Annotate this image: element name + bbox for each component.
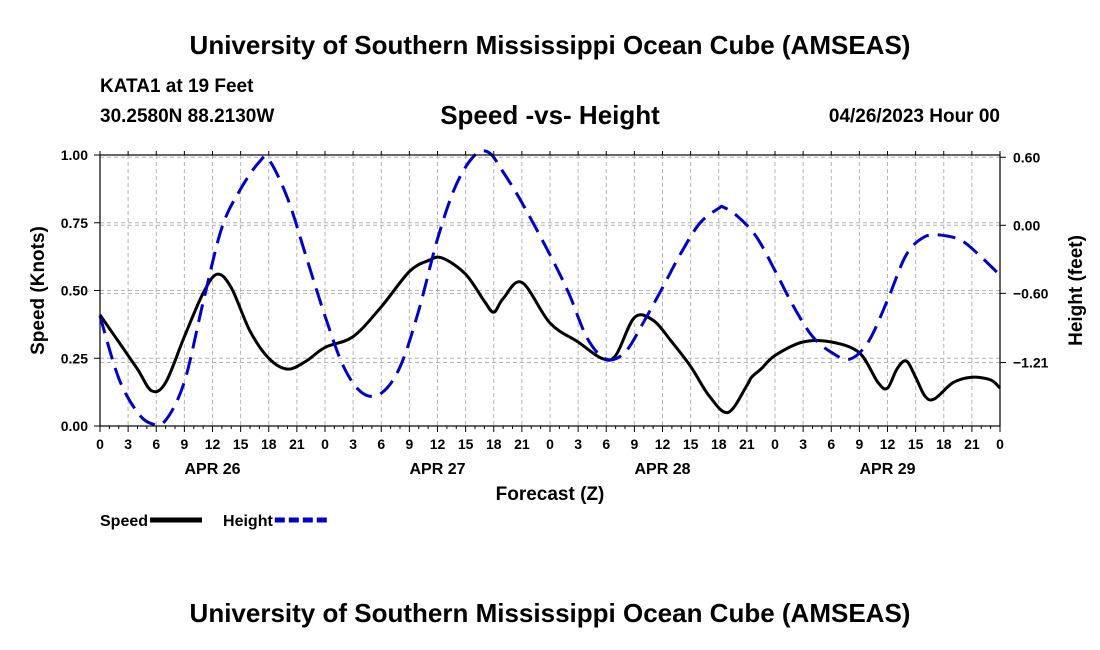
x-tick-label: 12 xyxy=(655,436,671,452)
date-label: APR 29 xyxy=(859,461,915,478)
chart-title: University of Southern Mississippi Ocean… xyxy=(189,30,911,60)
x-tick-label: 12 xyxy=(430,436,446,452)
x-tick-label: 18 xyxy=(936,436,952,452)
x-tick-label: 21 xyxy=(964,436,980,452)
x-tick-label: 3 xyxy=(574,436,582,452)
x-tick-label: 15 xyxy=(458,436,474,452)
x-tick-label: 12 xyxy=(880,436,896,452)
x-tick-label: 0 xyxy=(321,436,329,452)
x-tick-label: 15 xyxy=(683,436,699,452)
x-tick-label: 21 xyxy=(289,436,305,452)
series-line-height xyxy=(98,149,1002,427)
chart-subtitle: Speed -vs- Height xyxy=(440,100,660,130)
date-label: APR 28 xyxy=(634,461,690,478)
legend-label-height: Height xyxy=(223,513,273,530)
date-label: APR 27 xyxy=(409,461,465,478)
x-tick-label: 9 xyxy=(180,436,188,452)
footer-title: University of Southern Mississippi Ocean… xyxy=(189,598,911,628)
x-tick-label: 15 xyxy=(908,436,924,452)
x-tick-label: 3 xyxy=(124,436,132,452)
x-tick-label: 0 xyxy=(996,436,1004,452)
y-right-axis-title: Height (feet) xyxy=(1066,235,1087,346)
y-right-tick-label: −0.60 xyxy=(1013,285,1049,301)
x-tick-label: 6 xyxy=(377,436,385,452)
x-axis-title: Forecast (Z) xyxy=(496,484,605,505)
x-tick-label: 6 xyxy=(602,436,610,452)
x-tick-label: 18 xyxy=(261,436,277,452)
x-tick-label: 18 xyxy=(486,436,502,452)
x-tick-label: 18 xyxy=(711,436,727,452)
y-left-tick-label: 0.00 xyxy=(61,418,88,434)
y-right-tick-label: 0.60 xyxy=(1013,149,1040,165)
x-tick-label: 0 xyxy=(96,436,104,452)
x-tick-label: 6 xyxy=(827,436,835,452)
axis-ticks xyxy=(94,151,1006,432)
forecast-datetime: 04/26/2023 Hour 00 xyxy=(828,106,1000,127)
y-left-tick-label: 0.25 xyxy=(61,350,88,366)
series-line-speed xyxy=(98,255,1002,415)
station-coordinates: 30.2580N 88.2130W xyxy=(100,106,275,127)
y-left-axis-title: Speed (Knots) xyxy=(28,226,49,355)
legend-label-speed: Speed xyxy=(100,513,148,530)
x-tick-label: 6 xyxy=(152,436,160,452)
axis-labels: 0 3 6 9 12 15 18 21 0 3 6 9 12 15 18 21 0 3 6 9 12 15 18 21 0 3 6 9… xyxy=(28,147,1087,505)
y-right-tick-label: −1.21 xyxy=(1013,355,1049,371)
series-lines xyxy=(98,149,1002,427)
x-tick-label: 15 xyxy=(233,436,249,452)
x-tick-label: 3 xyxy=(349,436,357,452)
x-tick-label: 21 xyxy=(514,436,530,452)
x-tick-label: 9 xyxy=(630,436,638,452)
x-tick-label: 9 xyxy=(405,436,413,452)
y-left-tick-label: 0.75 xyxy=(61,215,88,231)
x-tick-label: 21 xyxy=(739,436,755,452)
station-label: KATA1 at 19 Feet xyxy=(100,76,254,97)
y-right-tick-label: 0.00 xyxy=(1013,217,1040,233)
date-label: APR 26 xyxy=(184,461,240,478)
x-tick-label: 3 xyxy=(799,436,807,452)
x-tick-label: 0 xyxy=(546,436,554,452)
y-left-tick-label: 1.00 xyxy=(61,147,88,163)
x-tick-label: 0 xyxy=(771,436,779,452)
x-tick-label: 9 xyxy=(855,436,863,452)
x-tick-label: 12 xyxy=(205,436,221,452)
y-left-tick-label: 0.50 xyxy=(61,283,88,299)
grid-lines xyxy=(99,154,1001,427)
legend: Speed Height xyxy=(100,513,327,530)
